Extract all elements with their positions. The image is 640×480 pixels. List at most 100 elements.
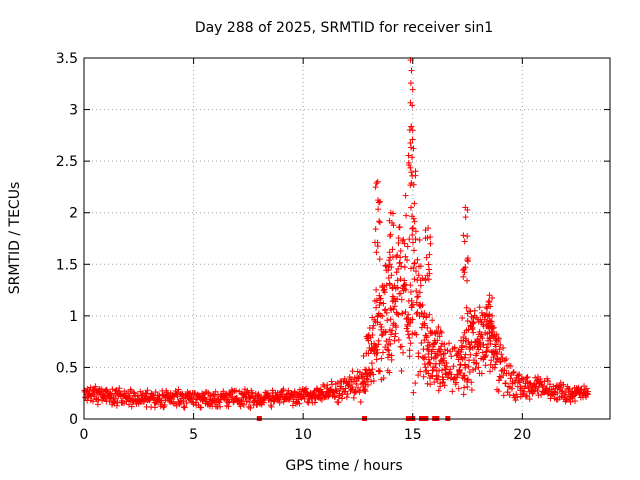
data-point (388, 307, 395, 314)
data-point (380, 349, 387, 356)
data-point (369, 325, 376, 332)
data-point (492, 343, 499, 350)
data-point (402, 286, 409, 293)
data-point (415, 372, 422, 379)
data-point (377, 321, 384, 328)
data-point (415, 293, 422, 300)
data-point (468, 387, 475, 394)
data-point (501, 357, 508, 364)
data-point (383, 309, 390, 316)
data-point (417, 368, 424, 375)
data-point (431, 379, 438, 386)
data-point (362, 388, 369, 395)
data-point (378, 332, 385, 339)
data-point (291, 388, 298, 395)
data-point (381, 289, 388, 296)
data-point (482, 353, 489, 360)
data-point (382, 262, 389, 269)
peak-point (409, 225, 416, 232)
data-point (457, 370, 464, 377)
peak-point (464, 277, 471, 284)
data-point (414, 256, 421, 263)
data-point (398, 296, 405, 303)
data-point (409, 239, 416, 246)
data-point (410, 389, 417, 396)
data-point (479, 335, 486, 342)
peak-point (409, 127, 416, 134)
data-point (414, 294, 421, 301)
data-point (501, 367, 508, 374)
data-point (128, 403, 135, 410)
data-point (482, 352, 489, 359)
data-point (394, 311, 401, 318)
peak-point (389, 219, 396, 226)
data-point (296, 400, 303, 407)
data-point (276, 399, 283, 406)
data-point (113, 402, 120, 409)
data-point (384, 346, 391, 353)
data-point (451, 375, 458, 382)
data-point (487, 340, 494, 347)
peak-point (408, 67, 415, 74)
peak-point (460, 267, 467, 274)
data-point (463, 343, 470, 350)
data-point (414, 309, 421, 316)
peak-point (409, 86, 416, 93)
data-point (397, 254, 404, 261)
data-point (516, 371, 523, 378)
data-point (183, 399, 190, 406)
peak-point (412, 172, 419, 179)
data-point (415, 272, 422, 279)
data-point (508, 385, 515, 392)
peak-point (385, 264, 392, 271)
data-point (181, 404, 188, 411)
data-point (559, 388, 566, 395)
data-point (447, 366, 454, 373)
data-point (492, 361, 499, 368)
peak-point (488, 318, 495, 325)
data-point (408, 302, 415, 309)
data-point (198, 404, 205, 411)
data-point (522, 393, 529, 400)
data-point (448, 371, 455, 378)
data-point (388, 352, 395, 359)
peak-point (387, 209, 394, 216)
data-point (352, 388, 359, 395)
data-point (369, 332, 376, 339)
data-point (495, 388, 502, 395)
data-point (475, 364, 482, 371)
data-point (446, 340, 453, 347)
data-point (280, 386, 287, 393)
data-point (431, 364, 438, 371)
data-point (441, 382, 448, 389)
data-point (476, 304, 483, 311)
data-point (373, 297, 380, 304)
data-point (391, 333, 398, 340)
data-point (418, 339, 425, 346)
data-point (469, 320, 476, 327)
data-point (387, 316, 394, 323)
peak-point (487, 303, 494, 310)
data-point (455, 385, 462, 392)
data-point (255, 392, 262, 399)
data-point (406, 236, 413, 243)
data-point (393, 269, 400, 276)
data-point (507, 375, 514, 382)
data-point (396, 224, 403, 231)
data-point (411, 276, 418, 283)
data-point (161, 401, 168, 408)
data-point (130, 389, 137, 396)
data-point (397, 275, 404, 282)
data-point (510, 368, 517, 375)
data-point (109, 386, 116, 393)
peak-point (389, 254, 396, 261)
data-point (500, 372, 507, 379)
data-point (192, 390, 199, 397)
data-point (350, 394, 357, 401)
data-point (478, 331, 485, 338)
data-point (382, 306, 389, 313)
data-point (202, 394, 209, 401)
data-point (385, 274, 392, 281)
peak-point (425, 225, 432, 232)
peak-point (425, 261, 432, 268)
